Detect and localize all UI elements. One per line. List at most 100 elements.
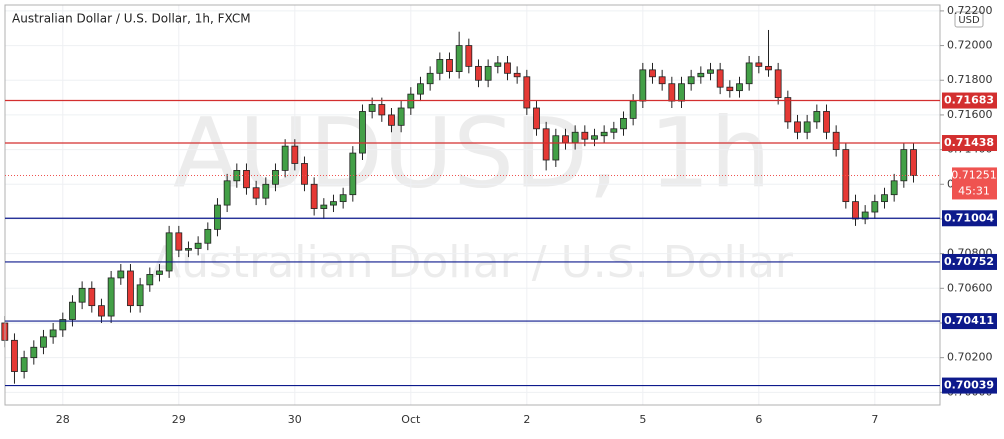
level-label-box (942, 92, 997, 109)
chart-title: Australian Dollar / U.S. Dollar, 1h, FXC… (12, 12, 251, 26)
y-tick-label: 0.72000 (947, 39, 993, 52)
y-tick-label: 0.70600 (947, 281, 993, 294)
candle-body (591, 135, 598, 140)
candle-body (78, 287, 86, 303)
candle-body (552, 135, 560, 161)
level-label: 0.70039 (944, 379, 994, 392)
candle-body (388, 114, 395, 126)
candle-body (542, 128, 550, 161)
y-tick-label: 0.70200 (947, 351, 993, 364)
candle-body (610, 128, 618, 133)
candle-body (40, 336, 47, 348)
candle-body (504, 62, 511, 74)
y-tick-label: 0.71600 (947, 108, 993, 121)
level-label: 0.71004 (944, 211, 994, 224)
candle-body (890, 180, 898, 196)
candle-body (156, 270, 163, 275)
candle-body (832, 131, 840, 151)
candle-body (397, 107, 405, 126)
candle-body (368, 104, 376, 112)
last-price-label: 0.71251 (951, 168, 997, 181)
candle-body (117, 270, 125, 279)
candle-body (600, 131, 608, 137)
candle-body (687, 76, 695, 85)
candle-body (417, 83, 424, 95)
currency-box (954, 11, 984, 28)
level-label-box (942, 377, 997, 394)
candle-body (533, 107, 540, 130)
candle-body (794, 121, 801, 133)
level-label-box (942, 253, 997, 270)
candle-body (330, 201, 337, 206)
candle-body (620, 117, 627, 130)
x-tick-label: Oct (401, 413, 421, 426)
last-price-box (952, 167, 997, 200)
candle-body (262, 183, 270, 199)
candle-body (484, 65, 492, 81)
candle-body (707, 69, 714, 74)
candle-body (562, 135, 569, 144)
candle-body (658, 76, 666, 85)
candle-body (813, 111, 821, 123)
candle-body (98, 305, 105, 317)
candle-body (649, 69, 656, 78)
candle-body (910, 149, 917, 176)
candle-body (426, 72, 434, 85)
candle-body (455, 45, 463, 72)
candle-body (291, 145, 299, 164)
candle-body (639, 69, 647, 102)
candle-body (736, 83, 743, 92)
candle-body (861, 211, 869, 220)
candle-body (678, 83, 685, 102)
level-label: 0.70411 (944, 314, 994, 327)
candle-body (697, 72, 705, 78)
candle-body (243, 170, 250, 189)
candle-body (378, 104, 386, 116)
y-tick-label: 0.71800 (947, 73, 993, 86)
candle-body (881, 194, 888, 203)
candle-body (252, 187, 260, 199)
candle-body (194, 242, 202, 249)
candle-body (20, 357, 28, 372)
candle-body (475, 65, 482, 81)
candle-body (146, 274, 154, 286)
candle-body (185, 248, 192, 251)
candle-body (69, 301, 76, 320)
x-tick-label: 7 (871, 413, 878, 426)
candle-body (301, 163, 308, 185)
candle-body (339, 194, 347, 203)
level-label-box (942, 135, 997, 152)
candle-body (494, 62, 502, 67)
candle-body (852, 201, 859, 220)
candle-body (175, 232, 183, 251)
level-label-box (942, 210, 997, 227)
candle-body (310, 183, 318, 209)
candle-body (900, 149, 908, 182)
candle-body (726, 86, 734, 92)
candle-body (359, 111, 366, 154)
candle-body (523, 76, 531, 109)
y-tick-label: 0.72200 (947, 4, 993, 17)
candle-body (204, 228, 212, 244)
candle-body (745, 62, 753, 85)
watermark: AUDUSD, 1h (173, 97, 771, 209)
candle-body (214, 204, 221, 230)
candle-body (165, 232, 173, 272)
candle-body (88, 287, 96, 307)
countdown: 45:31 (958, 184, 990, 197)
candle-body (107, 277, 115, 317)
candle-body (223, 180, 231, 206)
candle-body (49, 329, 57, 338)
candle-body (11, 339, 18, 372)
level-label: 0.70752 (944, 255, 994, 268)
x-tick-label: 5 (639, 413, 646, 426)
candle-body (127, 270, 134, 307)
x-tick-label: 2 (523, 413, 530, 426)
candle-body (320, 204, 328, 209)
candle-body (668, 83, 676, 102)
candle-body (774, 69, 782, 98)
candle-body (30, 346, 38, 359)
candle-body (823, 111, 830, 133)
candle-body (513, 72, 521, 78)
